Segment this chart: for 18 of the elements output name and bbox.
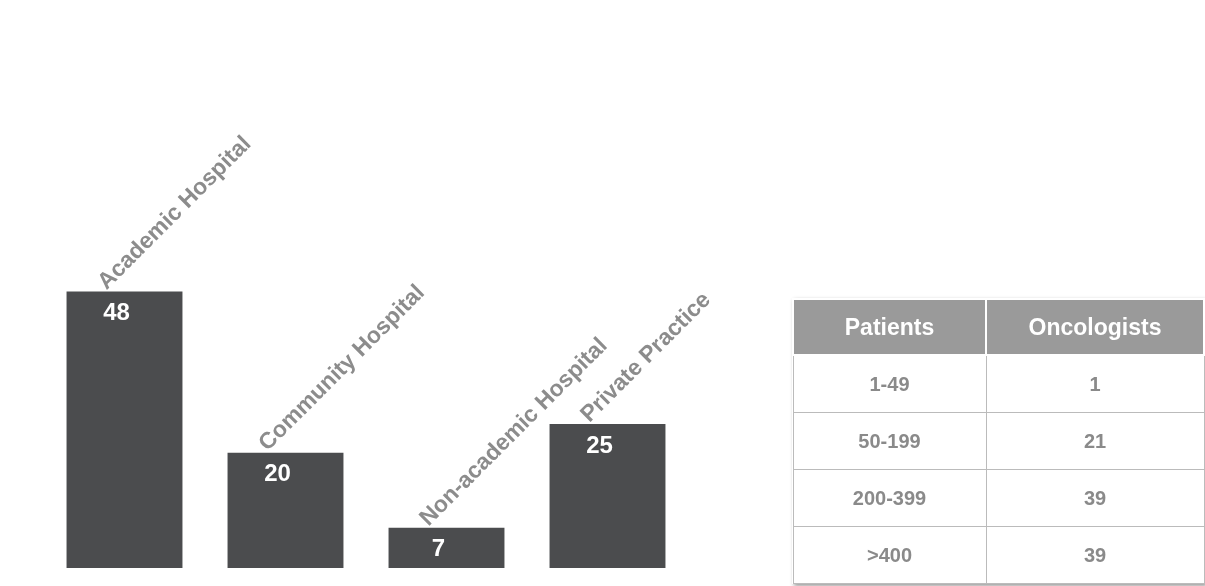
data-label: 25 (586, 430, 613, 458)
text: Patients (793, 299, 986, 355)
data-label: 20 (264, 459, 291, 487)
text: 1 (986, 355, 1204, 413)
text: 1-49 (793, 355, 986, 413)
text: 21 (986, 412, 1204, 470)
text: 39 (986, 526, 1204, 584)
text: 39 (986, 469, 1204, 527)
text: >400 (793, 526, 986, 584)
text: 50-199 (793, 412, 986, 470)
bar (388, 527, 505, 568)
text: Oncologists (986, 299, 1204, 355)
bar (227, 452, 344, 568)
data-label: 7 (431, 534, 446, 562)
text: 200-399 (793, 469, 986, 527)
bar (66, 291, 183, 568)
bar (549, 424, 666, 568)
data-label: 48 (103, 298, 130, 326)
